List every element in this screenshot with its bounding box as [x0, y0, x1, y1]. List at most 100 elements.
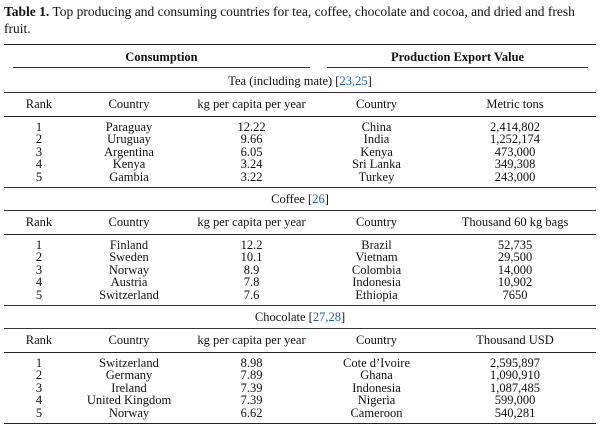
section-title-row: Chocolate [27,28]: [4, 305, 597, 329]
section-name: Tea (including mate) [: [228, 74, 340, 88]
production-country-cell: Nigeria: [357, 393, 396, 408]
value-cell: 1,252,174: [490, 132, 541, 147]
section-bracket: ]: [324, 192, 329, 207]
per-capita-cell: 8.98: [240, 356, 263, 371]
rank-cell: 3: [35, 262, 43, 277]
unit-header: Metric tons: [434, 92, 597, 117]
production-country-cell: Cote d’Ivoire: [343, 356, 411, 371]
table-row: 1 Finland 12.2 Brazil 52,735: [4, 238, 596, 253]
country-cell: Paraguay: [105, 120, 153, 134]
table-row: 3 Ireland 7.39 Indonesia 1,087,485: [4, 380, 596, 395]
column-header-row: Rank Country kg per capita per year Country…: [4, 210, 597, 236]
column-header-row: Rank Country kg per capita per year Country…: [4, 328, 597, 354]
per-capita-cell: 7.6: [243, 287, 260, 302]
value-cell: 1,087,485: [490, 380, 541, 395]
value-cell: 52,735: [497, 238, 533, 253]
table-row: 5 Switzerland 7.6 Ethiopia 7650: [4, 287, 596, 302]
rank-cell: 5: [35, 405, 43, 420]
production-country-cell: China: [361, 120, 392, 134]
value-cell: 2,414,802: [490, 120, 541, 134]
country-cell: Switzerland: [99, 287, 159, 302]
country-cell: United Kingdom: [86, 393, 172, 408]
rank-cell: 2: [35, 132, 43, 147]
per-capita-cell: 3.22: [240, 169, 263, 184]
rank-cell: 1: [35, 238, 43, 253]
section-bracket: ]: [340, 310, 346, 325]
caption-text: Top producing and consuming countries fo…: [4, 4, 575, 36]
production-header: Production Export Value: [319, 44, 597, 70]
country-cell: Germany: [105, 368, 153, 383]
production-country-cell: Sri Lanka: [352, 157, 401, 172]
table-row: 1 Switzerland 8.98 Cote d’Ivoire 2,595,897: [4, 356, 596, 371]
value-cell: 243,000: [494, 169, 536, 184]
rank-cell: 5: [35, 287, 43, 302]
production-country-header: Country: [319, 210, 435, 236]
value-cell: 10,902: [497, 275, 533, 290]
value-cell: 349,308: [494, 157, 536, 172]
rank-cell: 5: [35, 169, 43, 184]
table-row: 2 Germany 7.89 Ghana 1,090,910: [4, 368, 596, 383]
production-country-cell: Brazil: [361, 238, 392, 253]
table-row: 4 Austria 7.8 Indonesia 10,902: [4, 275, 596, 290]
rank-cell: 4: [35, 275, 43, 290]
per-capita-header: kg per capita per year: [184, 210, 320, 236]
production-country-cell: Turkey: [358, 169, 395, 184]
rank-cell: 2: [35, 250, 43, 265]
rank-cell: 1: [35, 120, 43, 134]
per-capita-cell: 6.62: [240, 405, 263, 420]
country-cell: Kenya: [112, 157, 146, 172]
per-capita-cell: 10.1: [240, 250, 263, 265]
table-row: 5 Gambia 3.22 Turkey 243,000: [4, 169, 596, 184]
country-cell: Austria: [110, 275, 148, 290]
table-row: 3 Norway 8.9 Colombia 14,000: [4, 262, 596, 277]
production-country-cell: Ghana: [360, 368, 393, 383]
rank-header: Rank: [4, 92, 74, 117]
value-cell: 29,500: [497, 250, 533, 265]
reference-link[interactable]: 27,28: [312, 310, 341, 325]
country-cell: Uruguay: [107, 132, 151, 147]
per-capita-cell: 9.66: [240, 132, 263, 147]
production-country-header: Country: [319, 328, 435, 354]
reference-link[interactable]: 23,25: [339, 74, 368, 88]
rank-cell: 1: [35, 356, 43, 371]
production-country-cell: India: [363, 132, 390, 147]
per-capita-cell: 8.9: [243, 262, 260, 277]
table-row: 2 Uruguay 9.66 India 1,252,174: [4, 132, 596, 147]
per-capita-cell: 12.2: [240, 238, 263, 253]
per-capita-cell: 7.39: [240, 380, 263, 395]
per-capita-cell: 6.05: [240, 144, 263, 159]
per-capita-cell: 12.22: [237, 120, 266, 134]
rank-cell: 3: [35, 380, 43, 395]
column-header-row: Rank Country kg per capita per year Country…: [4, 92, 597, 117]
section-title: Chocolate [27,28]: [4, 305, 597, 329]
section-title: Coffee [26]: [4, 187, 597, 211]
production-country-cell: Kenya: [360, 144, 393, 159]
gap-cell: [4, 419, 597, 424]
table-row: 3 Argentina 6.05 Kenya 473,000: [4, 144, 596, 159]
row-gap: [4, 419, 597, 424]
country-header: Country: [74, 328, 184, 354]
per-capita-header: kg per capita per year: [184, 328, 320, 354]
country-header: Country: [74, 92, 184, 117]
country-cell: Sweden: [109, 250, 149, 265]
value-cell: 14,000: [497, 262, 533, 277]
reference-link[interactable]: 26: [312, 192, 325, 207]
table-caption: Table 1. Top producing and consuming cou…: [4, 3, 596, 37]
per-capita-cell: 7.8: [243, 275, 260, 290]
rank-cell: 4: [35, 393, 43, 408]
data-table: Consumption Production Export Value Tea …: [4, 44, 597, 424]
value-cell: 599,000: [494, 393, 536, 408]
value-cell: 540,281: [494, 405, 536, 420]
per-capita-cell: 7.89: [240, 368, 263, 383]
caption-label: Table 1.: [4, 4, 50, 19]
section-title-row: Coffee [26]: [4, 187, 597, 211]
section-bracket: ]: [367, 74, 372, 88]
value-cell: 7650: [502, 287, 528, 302]
country-header: Country: [74, 210, 184, 236]
table-row: 5 Norway 6.62 Cameroon 540,281: [4, 405, 596, 420]
table-row: 2 Sweden 10.1 Vietnam 29,500: [4, 250, 596, 265]
per-capita-header: kg per capita per year: [184, 92, 320, 117]
section-title: Tea (including mate) [23,25]: [4, 70, 596, 93]
rank-header: Rank: [4, 210, 74, 236]
table-row: 4 Kenya 3.24 Sri Lanka 349,308: [4, 157, 596, 172]
